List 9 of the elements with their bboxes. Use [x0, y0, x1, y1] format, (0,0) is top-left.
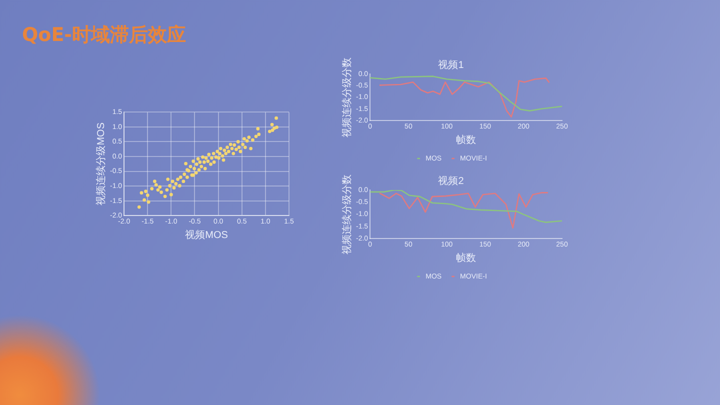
chart-title: 视频2: [438, 174, 464, 187]
x-axis-title: 视频MOS: [185, 228, 228, 241]
y-axis-title: 视频连续分级MOS: [94, 122, 107, 206]
y-axis-title: 视频连续分级分数: [340, 174, 353, 254]
y-axis-title: 视频连续分级分数: [340, 57, 353, 138]
chart-title: 视频1: [438, 58, 464, 71]
x-axis-title: 帧数: [456, 134, 476, 146]
chart-title: QoE-时域滞后效应: [22, 23, 186, 48]
x-axis-title: 帧数: [456, 252, 476, 264]
